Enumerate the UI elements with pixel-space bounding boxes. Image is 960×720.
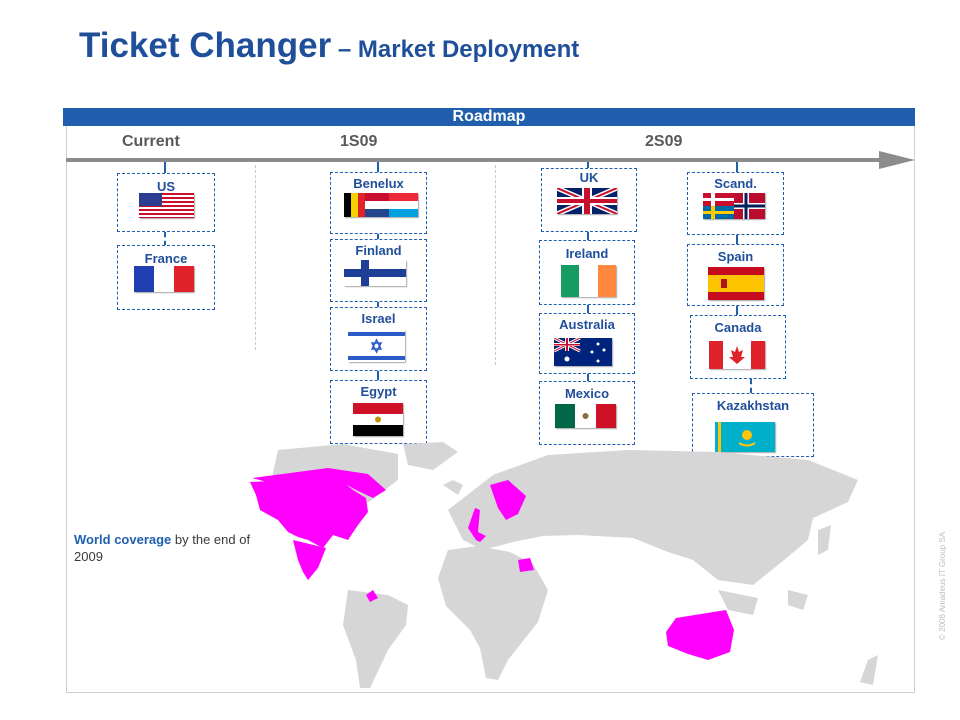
market-label-france: France	[144, 251, 188, 266]
market-card-egypt: Egypt	[330, 380, 427, 444]
ireland-flag-icon	[561, 265, 616, 297]
connector	[164, 162, 166, 174]
egypt-flag-icon	[353, 403, 403, 436]
market-label-ireland: Ireland	[565, 246, 609, 261]
market-card-uk: UK	[541, 168, 637, 232]
market-label-scandinavia: Scand.	[714, 176, 757, 191]
connector	[377, 302, 379, 307]
connector	[587, 232, 589, 240]
connector	[587, 305, 589, 313]
spain-flag-icon	[708, 267, 764, 300]
title-dash: –	[331, 36, 358, 63]
market-card-kazakhstan: Kazakhstan	[692, 393, 814, 457]
market-card-finland: Finland	[330, 239, 427, 302]
world-map	[250, 442, 878, 688]
market-label-canada: Canada	[714, 320, 762, 335]
scandinavia-flags-icon	[703, 193, 765, 219]
mexico-flag-icon	[555, 404, 616, 428]
connector	[750, 379, 752, 393]
market-card-us: US	[117, 173, 215, 232]
kazakhstan-flag-icon	[715, 422, 775, 452]
market-label-kazakhstan: Kazakhstan	[716, 398, 790, 413]
market-card-benelux: Benelux	[330, 172, 427, 234]
phase-separator	[255, 165, 256, 350]
market-label-australia: Australia	[559, 317, 615, 332]
covered-markets	[250, 468, 734, 660]
market-card-canada: Canada	[690, 315, 786, 379]
australia-flag-icon	[554, 338, 612, 366]
market-label-finland: Finland	[355, 243, 402, 258]
connector	[736, 235, 738, 244]
copyright-notice: © 2008 Amadeus IT Group SA	[938, 531, 947, 640]
timeline-arrow-icon	[879, 151, 915, 169]
connector	[377, 234, 379, 239]
market-card-spain: Spain	[687, 244, 784, 306]
connector	[377, 162, 379, 172]
title-main: Ticket Changer	[79, 26, 332, 65]
benelux-flags-icon	[344, 193, 418, 217]
connector	[736, 306, 738, 315]
market-card-israel: Israel	[330, 307, 427, 371]
market-card-ireland: Ireland	[539, 240, 635, 305]
timeline-line	[66, 158, 881, 162]
title-sub: Market Deployment	[357, 36, 580, 63]
uk-flag-icon	[557, 188, 617, 214]
market-label-benelux: Benelux	[353, 176, 404, 191]
connector	[164, 232, 166, 246]
market-label-spain: Spain	[717, 249, 754, 264]
market-card-australia: Australia	[539, 313, 635, 374]
phase-2s09: 2S09	[645, 133, 683, 150]
canada-flag-icon	[709, 341, 765, 369]
connector	[736, 162, 738, 172]
connector	[587, 374, 589, 382]
phase-1s09: 1S09	[340, 133, 378, 150]
market-label-israel: Israel	[361, 311, 396, 326]
page-title: Ticket Changer – Market Deployment	[79, 26, 579, 66]
market-label-egypt: Egypt	[360, 384, 397, 399]
france-flag-icon	[134, 266, 194, 292]
connector	[587, 162, 589, 170]
market-label-uk: UK	[579, 170, 599, 185]
market-label-mexico: Mexico	[564, 386, 610, 401]
roadmap-header: Roadmap	[63, 108, 915, 126]
caption-rest: by the end of 2009	[74, 532, 251, 564]
world-coverage-caption: World coverage by the end of 2009	[74, 531, 254, 565]
connector	[377, 371, 379, 380]
finland-flag-icon	[344, 260, 406, 286]
market-card-scandinavia: Scand.	[687, 172, 784, 235]
israel-flag-icon	[348, 330, 405, 362]
phase-separator	[495, 165, 496, 365]
caption-emphasis: World coverage	[74, 532, 172, 547]
phase-current: Current	[122, 133, 180, 150]
market-card-france: France	[117, 245, 215, 310]
us-flag-icon	[139, 193, 194, 218]
market-label-us: US	[156, 179, 176, 194]
market-card-mexico: Mexico	[539, 381, 635, 445]
